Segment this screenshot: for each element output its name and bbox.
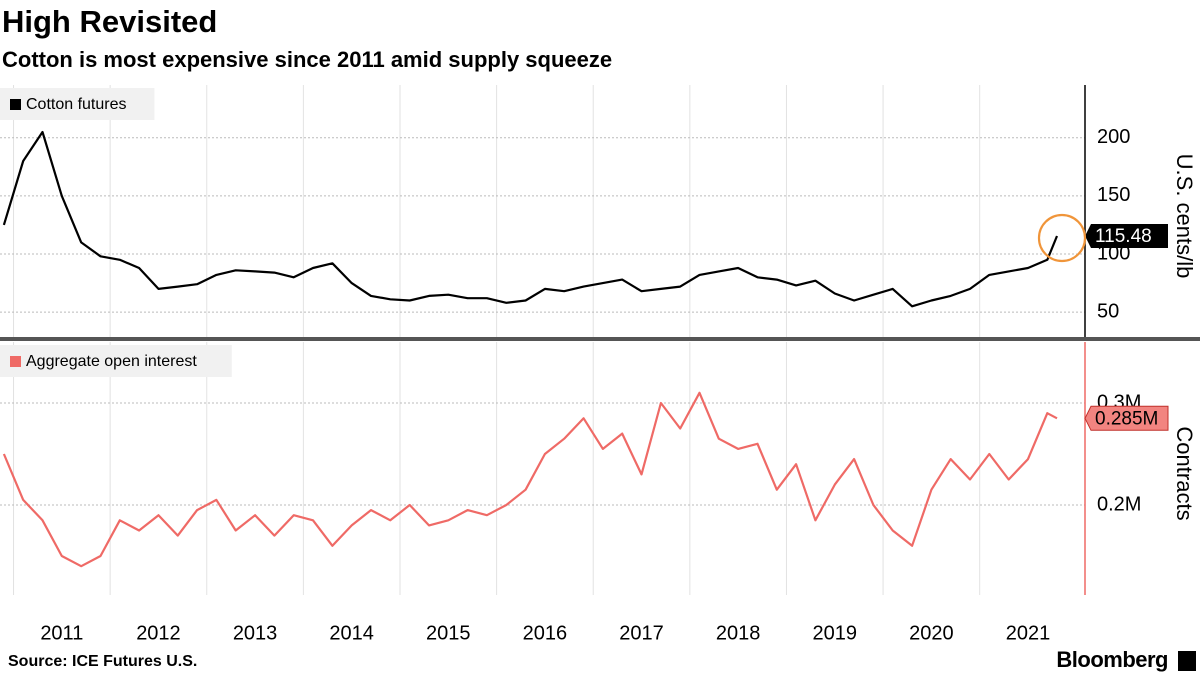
x-tick-label: 2014 <box>329 622 374 644</box>
x-tick-label: 2016 <box>523 622 568 644</box>
value-label: 0.285M <box>1095 408 1158 429</box>
source: Source: ICE Futures U.S. <box>8 653 197 670</box>
x-tick-label: 2013 <box>233 622 278 644</box>
y-tick-label: 50 <box>1097 300 1119 322</box>
line-series <box>2 130 1059 308</box>
y-tick-label: 0.2M <box>1097 493 1141 515</box>
x-tick-label: 2018 <box>716 622 761 644</box>
line-series <box>2 391 1058 568</box>
x-tick-label: 2017 <box>619 622 664 644</box>
y-tick-label: 150 <box>1097 184 1130 206</box>
x-tick-label: 2020 <box>909 622 954 644</box>
x-tick-label: 2015 <box>426 622 471 644</box>
legend-swatch <box>10 99 21 110</box>
brand: Bloomberg <box>1056 647 1168 672</box>
y-axis-title: U.S. cents/lb <box>1172 154 1197 279</box>
x-tick-label: 2019 <box>813 622 858 644</box>
legend-swatch <box>10 356 21 367</box>
panel-separator <box>0 337 1200 341</box>
legend-box <box>0 345 232 377</box>
chart-subtitle: Cotton is most expensive since 2011 amid… <box>2 47 612 72</box>
brand-icon <box>1178 651 1196 671</box>
value-tag <box>1085 224 1168 249</box>
legend-box <box>0 88 155 120</box>
legend-label: Aggregate open interest <box>26 353 197 370</box>
y-tick-label: 200 <box>1097 126 1130 148</box>
x-tick-label: 2021 <box>1006 622 1051 644</box>
x-tick-label: 2011 <box>40 622 83 644</box>
value-label: 115.48 <box>1095 226 1152 247</box>
y-axis-title: Contracts <box>1172 426 1197 520</box>
legend-label: Cotton futures <box>26 96 127 113</box>
x-tick-label: 2012 <box>136 622 181 644</box>
highlight-circle <box>1037 213 1087 263</box>
chart-title: High Revisited <box>2 4 217 39</box>
value-tag <box>1084 405 1169 431</box>
